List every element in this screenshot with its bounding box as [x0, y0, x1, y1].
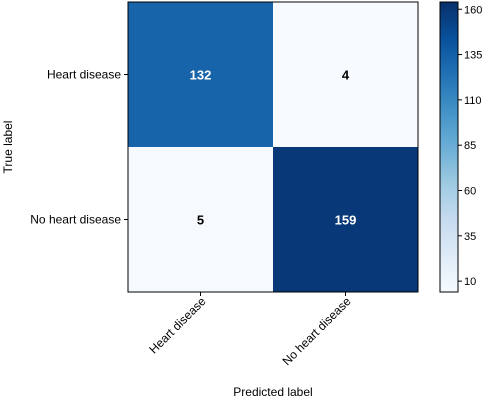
colorbar: [439, 1, 459, 293]
colorbar-ticks: 10 35 60 85 110 135 160: [458, 4, 482, 288]
x-tick-label: Heart disease: [146, 294, 208, 356]
y-axis-ticks: Heart disease No heart disease: [30, 68, 128, 227]
x-axis-ticks: Heart disease No heart disease: [146, 292, 354, 368]
x-axis-title: Predicted label: [233, 385, 312, 399]
y-axis-title: True label: [1, 121, 15, 174]
colorbar-tick-label: 10: [464, 276, 476, 288]
colorbar-tick-label: 135: [464, 50, 482, 62]
cell-value-label: 5: [197, 213, 204, 228]
colorbar-tick-label: 110: [464, 95, 482, 107]
heatmap-cell: [128, 2, 273, 147]
y-tick-label: No heart disease: [30, 213, 121, 227]
plot-frame: [127, 1, 419, 293]
y-tick-label: Heart disease: [47, 68, 121, 82]
cell-value-label: 4: [342, 68, 350, 83]
heatmap-cell: [128, 147, 273, 292]
heatmap-cell: [273, 2, 418, 147]
cell-value-label: 132: [190, 68, 212, 83]
colorbar-tick-label: 35: [464, 231, 476, 243]
colorbar-tick-label: 160: [464, 4, 482, 16]
colorbar-tick-label: 85: [464, 140, 476, 152]
heatmap-cells: [128, 2, 418, 292]
cell-value-label: 159: [335, 213, 357, 228]
colorbar-tick-label: 60: [464, 186, 476, 198]
heatmap-cell: [273, 147, 418, 292]
heatmap-cell-labels: 132 4 5 159: [190, 68, 357, 228]
x-tick-label: No heart disease: [280, 294, 354, 368]
